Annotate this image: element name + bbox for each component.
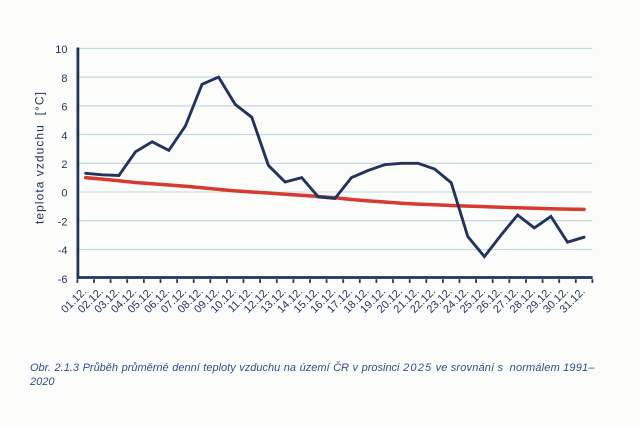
svg-text:4: 4: [61, 130, 67, 142]
svg-text:8: 8: [61, 73, 67, 85]
svg-text:-2: -2: [58, 216, 68, 228]
svg-text:10: 10: [55, 44, 67, 56]
svg-text:-4: -4: [58, 245, 68, 257]
svg-text:-6: -6: [58, 274, 68, 286]
svg-text:teplota vzduchu [°C]: teplota vzduchu [°C]: [32, 91, 46, 224]
svg-text:6: 6: [61, 102, 67, 114]
svg-text:0: 0: [61, 188, 67, 200]
svg-text:2: 2: [61, 159, 67, 171]
